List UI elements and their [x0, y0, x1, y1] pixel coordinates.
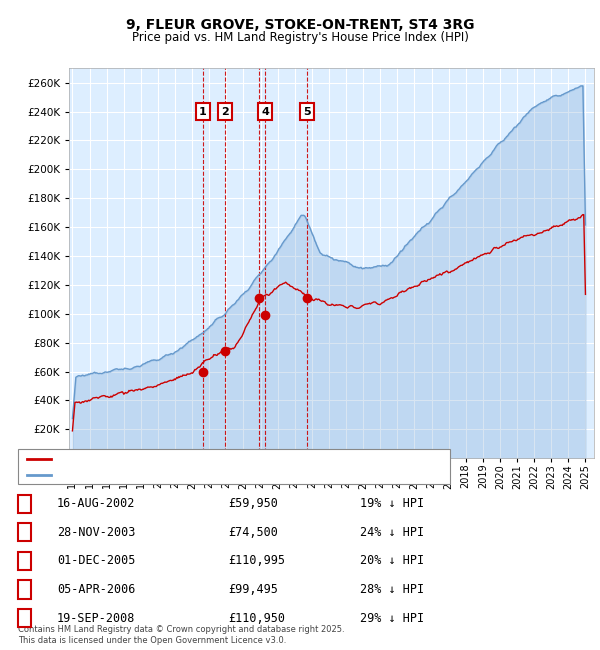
Text: 28-NOV-2003: 28-NOV-2003 [57, 526, 136, 539]
Text: 1: 1 [199, 107, 206, 116]
Text: £99,495: £99,495 [228, 583, 278, 596]
Text: 29% ↓ HPI: 29% ↓ HPI [360, 612, 424, 625]
Text: 16-AUG-2002: 16-AUG-2002 [57, 497, 136, 510]
Text: 4: 4 [261, 107, 269, 116]
Text: 01-DEC-2005: 01-DEC-2005 [57, 554, 136, 567]
Text: 4: 4 [21, 584, 29, 595]
Text: Contains HM Land Registry data © Crown copyright and database right 2025.
This d: Contains HM Land Registry data © Crown c… [18, 625, 344, 645]
Text: 5: 5 [21, 613, 29, 623]
Text: 19-SEP-2008: 19-SEP-2008 [57, 612, 136, 625]
Text: 20% ↓ HPI: 20% ↓ HPI [360, 554, 424, 567]
Text: 9, FLEUR GROVE, STOKE-ON-TRENT, ST4 3RG: 9, FLEUR GROVE, STOKE-ON-TRENT, ST4 3RG [126, 18, 474, 32]
Text: £110,995: £110,995 [228, 554, 285, 567]
Text: Price paid vs. HM Land Registry's House Price Index (HPI): Price paid vs. HM Land Registry's House … [131, 31, 469, 44]
Text: HPI: Average price, detached house, Stoke-on-Trent: HPI: Average price, detached house, Stok… [57, 471, 325, 480]
Text: 1: 1 [21, 499, 29, 509]
Text: 19% ↓ HPI: 19% ↓ HPI [360, 497, 424, 510]
Text: 9, FLEUR GROVE, STOKE-ON-TRENT, ST4 3RG (detached house): 9, FLEUR GROVE, STOKE-ON-TRENT, ST4 3RG … [57, 454, 387, 464]
Text: 24% ↓ HPI: 24% ↓ HPI [360, 526, 424, 539]
Text: 2: 2 [21, 527, 29, 538]
Text: 3: 3 [21, 556, 29, 566]
Text: 05-APR-2006: 05-APR-2006 [57, 583, 136, 596]
Text: 5: 5 [303, 107, 311, 116]
Text: £74,500: £74,500 [228, 526, 278, 539]
Text: £110,950: £110,950 [228, 612, 285, 625]
Text: 28% ↓ HPI: 28% ↓ HPI [360, 583, 424, 596]
Text: 2: 2 [221, 107, 229, 116]
Text: £59,950: £59,950 [228, 497, 278, 510]
